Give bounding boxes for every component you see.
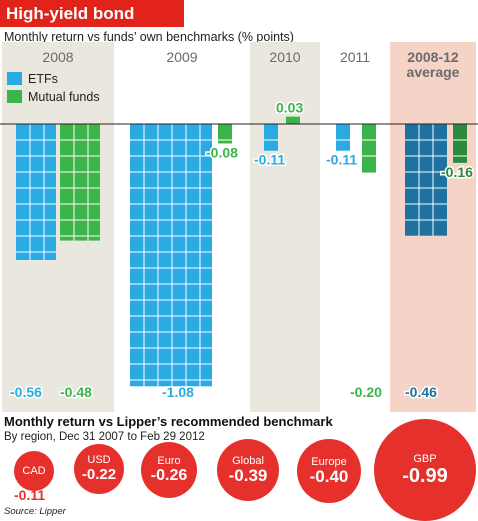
etf-value-label-0: -0.56	[10, 384, 42, 400]
mutual-bar-0	[60, 124, 100, 241]
mutual-bar-3	[362, 124, 376, 173]
band-2	[250, 42, 320, 412]
etf-value-label-3: -0.11	[326, 152, 357, 168]
mutual-bar-2-fill	[286, 116, 300, 124]
bubble-region-euro: Euro	[157, 455, 181, 467]
benchmark-subtitle: By region, Dec 31 2007 to Feb 29 2012	[4, 431, 205, 443]
legend-swatch-1	[7, 90, 22, 103]
mutual-bar-3-fill	[362, 124, 376, 173]
bubble-usd: USD -0.22	[74, 444, 124, 494]
mutual-bar-2	[286, 116, 300, 124]
bubble-value-europe: -0.40	[309, 467, 349, 486]
category-label-average: 2008-12	[407, 49, 459, 65]
category-label-2008: 2008	[42, 49, 73, 65]
mutual-bar-1-fill	[218, 124, 232, 144]
etf-bar-4	[405, 124, 447, 236]
chart-subtitle: Monthly return vs funds’ own benchmarks …	[4, 30, 294, 44]
source-note: Source: Lipper	[4, 506, 66, 517]
bubble-global: Global -0.39	[217, 439, 279, 501]
mutual-bar-4	[453, 124, 467, 163]
bubble-value-cad: -0.11	[14, 487, 46, 503]
benchmark-title: Monthly return vs Lipper’s recommended b…	[4, 414, 333, 429]
etf-bar-4-fill	[405, 124, 447, 236]
bubble-cad: CAD	[14, 451, 54, 491]
mutual-bar-4-fill	[453, 124, 467, 163]
bubble-region-europe: Europe	[311, 456, 347, 468]
legend-label-1: Mutual funds	[28, 90, 100, 104]
category-label-2010: 2010	[269, 49, 300, 65]
mutual-bar-1	[218, 124, 232, 144]
bubble-euro: Euro -0.26	[141, 442, 197, 498]
mutual-value-label-3: -0.20	[350, 384, 382, 400]
mutual-value-label-1: -0.08	[206, 144, 238, 160]
etf-bar-0-fill	[16, 124, 56, 260]
bubble-europe: Europe -0.40	[297, 439, 361, 503]
category-label-2009: 2009	[166, 49, 197, 65]
etf-bar-3	[336, 124, 350, 151]
etf-bar-2	[264, 124, 278, 151]
bubble-value-global: -0.39	[228, 466, 268, 485]
etf-bar-3-fill	[336, 124, 350, 151]
bubble-value-euro: -0.26	[150, 467, 188, 484]
bubble-region-global: Global	[232, 455, 264, 467]
etf-bar-1	[130, 124, 212, 387]
mutual-bar-0-fill	[60, 124, 100, 241]
bubble-value-gbp: -0.99	[402, 465, 448, 487]
etf-value-label-2: -0.11	[254, 152, 285, 168]
category-label-2011: 2011	[340, 49, 370, 65]
bubble-gbp: GBP -0.99	[374, 419, 476, 521]
bubble-region-cad: CAD	[22, 465, 46, 477]
bubble-value-usd: -0.22	[81, 466, 117, 483]
etf-bar-2-fill	[264, 124, 278, 151]
category-label-average-line2: average	[407, 64, 460, 80]
etf-bar-0	[16, 124, 56, 260]
etf-value-label-1: -1.08	[162, 384, 194, 400]
mutual-value-label-4: -0.16	[441, 164, 473, 180]
bubble-region-gbp: GBP	[413, 453, 437, 465]
mutual-value-label-2: 0.03	[276, 100, 303, 116]
chart-title: High-yield bond funds	[0, 0, 184, 50]
bubble-region-usd: USD	[87, 454, 111, 466]
legend-label-0: ETFs	[28, 72, 58, 86]
legend-swatch-0	[7, 72, 22, 85]
mutual-value-label-0: -0.48	[60, 384, 92, 400]
etf-value-label-4: -0.46	[405, 384, 437, 400]
